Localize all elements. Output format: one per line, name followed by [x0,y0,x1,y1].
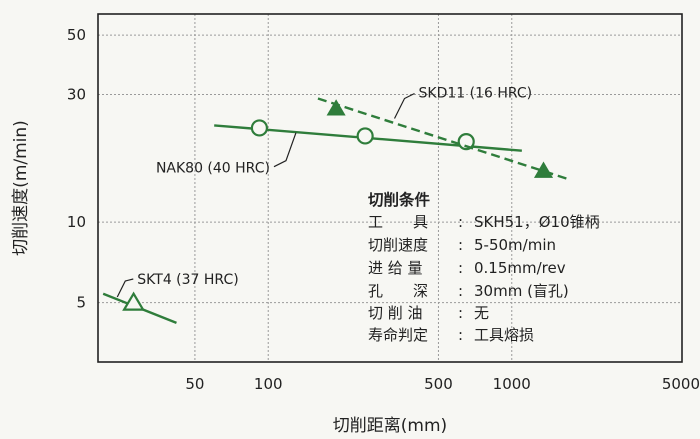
x-tick-label: 100 [254,375,283,393]
note-row-colon: : [458,304,463,322]
note-row-colon: : [458,326,463,344]
x-tick-label: 50 [185,375,204,393]
note-row-colon: : [458,259,463,277]
x-axis-title: 切削距离(mm) [333,416,447,436]
data-point [326,99,346,116]
y-tick-label: 50 [67,26,86,44]
tick-labels: 50 100 500 1000 5000 5 10 30 50 [67,26,700,393]
note-row-label: 切 削 油 [368,304,423,322]
series-label: SKT4 (37 HRC) [137,272,238,288]
note-row-value: 0.15mm/rev [474,259,566,277]
y-axis-title: 切削速度(m/min) [11,120,31,256]
note-row-colon: : [458,236,463,254]
data-point [457,133,475,151]
note-row-value: 工具熔损 [474,326,534,344]
y-tick-label: 10 [67,213,86,231]
note-row-label: 孔 深 [368,282,428,300]
series-2 [102,291,177,325]
note-row-colon: : [458,213,463,231]
note-row-label: 切削速度 [368,236,428,254]
note-row-colon: : [458,282,463,300]
note-row-value: 30mm (盲孔) [474,282,569,300]
x-tick-label: 1000 [493,375,531,393]
series-label: NAK80 (40 HRC) [156,161,270,177]
y-tick-label: 30 [67,86,86,104]
data-point [356,127,374,145]
annotation-layer: SKD11 (16 HRC) NAK80 (40 HRC) SKT4 (37 HRC… [116,86,533,298]
series-line [317,97,569,181]
note-row-value: SKH51，Ø10锥柄 [474,213,600,231]
data-point [122,291,146,311]
annotation-leader [393,92,415,119]
series-1 [317,97,569,181]
x-tick-label: 500 [424,375,453,393]
cutting-conditions-note: 切削条件 工 具 : SKH51，Ø10锥柄 切削速度 : 5-50m/min … [368,190,600,344]
note-row-label: 进 给 量 [368,259,423,277]
data-point [533,161,554,178]
series-layer [102,97,569,325]
series-0 [214,119,522,152]
x-tick-label: 5000 [662,375,700,393]
series-label: SKD11 (16 HRC) [419,86,533,102]
note-row-value: 无 [474,304,489,322]
y-tick-label: 5 [76,294,86,312]
note-row-label: 寿命判定 [368,326,428,344]
plot-frame [97,13,683,363]
note-row-label: 工 具 [368,213,428,231]
note-title: 切削条件 [368,190,431,209]
note-row-value: 5-50m/min [474,236,556,254]
annotation-leader [116,278,134,298]
annotation-leader [273,132,297,168]
data-point [250,119,269,137]
